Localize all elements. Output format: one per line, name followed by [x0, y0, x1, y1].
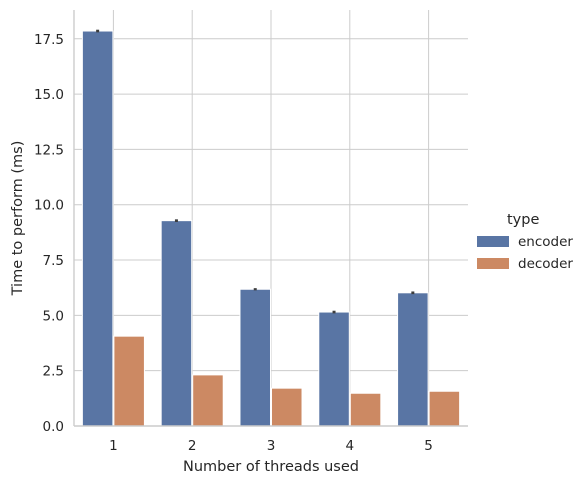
- legend-label-encoder: encoder: [518, 234, 573, 250]
- x-tick-label: 1: [109, 438, 118, 454]
- bar-encoder-1: [81, 30, 114, 427]
- y-tick-label: 17.5: [34, 32, 64, 48]
- grid-lines: [74, 10, 468, 427]
- x-tick-label: 3: [267, 438, 276, 454]
- axes: [73, 10, 468, 427]
- y-tick-label: 15.0: [34, 87, 64, 103]
- y-tick-label: 10.0: [34, 198, 64, 214]
- y-tick-label: 7.5: [43, 253, 64, 269]
- legend: type encoder decoder: [477, 212, 573, 272]
- legend-title: type: [507, 212, 539, 228]
- y-tick-label: 5.0: [43, 308, 64, 324]
- bar-decoder-1: [113, 335, 145, 427]
- bar-encoder-4: [318, 311, 350, 427]
- legend-swatch-encoder: [477, 236, 509, 247]
- bar-decoder-2: [192, 374, 224, 427]
- legend-label-decoder: decoder: [518, 256, 573, 272]
- x-tick-labels: 1 2 3 4 5: [109, 438, 433, 454]
- x-tick-label: 4: [346, 438, 355, 454]
- legend-swatch-decoder: [477, 258, 509, 269]
- bar-decoder-4: [349, 392, 382, 427]
- bars: [81, 30, 461, 427]
- x-tick-label: 2: [188, 438, 197, 454]
- y-tick-label: 2.5: [43, 364, 64, 380]
- bar-encoder-2: [160, 220, 193, 427]
- bar-decoder-5: [428, 390, 461, 427]
- error-bars: [96, 29, 415, 314]
- bar-encoder-5: [397, 292, 429, 427]
- x-tick-label: 5: [424, 438, 433, 454]
- y-tick-label: 12.5: [34, 142, 64, 158]
- x-axis-label: Number of threads used: [183, 459, 359, 475]
- y-axis-label: Time to perform (ms): [10, 141, 26, 297]
- bar-decoder-3: [271, 387, 303, 427]
- bar-encoder-3: [239, 288, 271, 427]
- y-tick-labels: 0.0 2.5 5.0 7.5 10.0 12.5 15.0 17.5: [34, 32, 64, 435]
- y-tick-label: 0.0: [43, 419, 64, 435]
